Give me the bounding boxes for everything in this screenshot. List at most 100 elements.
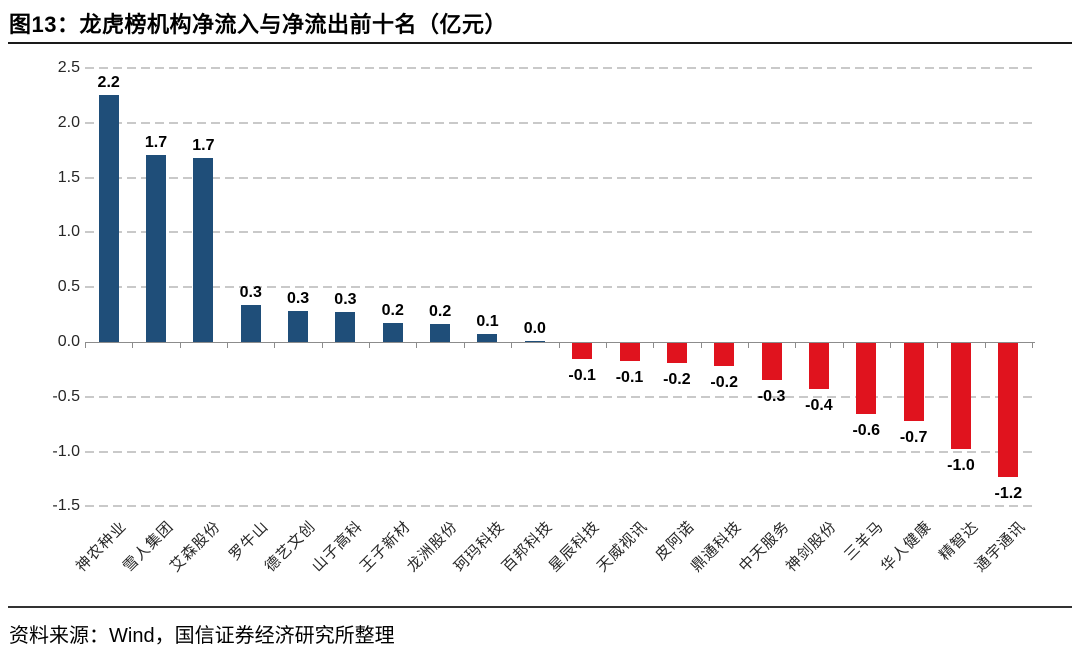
x-axis-tickmark xyxy=(85,343,86,348)
x-category-label: 通宇通讯 xyxy=(972,518,1030,576)
x-axis-tickmark xyxy=(416,343,418,348)
x-axis-tickmark xyxy=(937,343,939,348)
bar-value-label: 1.7 xyxy=(144,133,168,151)
x-axis-tickmark xyxy=(227,343,229,348)
bar-value-label: -1.0 xyxy=(947,457,975,475)
x-category-label: 珂玛科技 xyxy=(451,518,509,576)
x-category-label: 雪人集团 xyxy=(119,518,178,576)
negative-bar xyxy=(714,343,735,367)
negative-bar xyxy=(666,343,687,363)
x-axis-tickmark xyxy=(700,343,702,348)
bar-value-label: 0.3 xyxy=(239,283,262,301)
x-axis-tickmark xyxy=(747,343,749,348)
x-category-label: 龙洲股份 xyxy=(403,518,462,576)
x-axis-tickmark xyxy=(889,343,891,348)
x-category-label: 山子高科 xyxy=(309,518,367,576)
x-axis-tickmark xyxy=(653,343,655,348)
x-axis-tickmark xyxy=(132,343,134,348)
y-axis-tick-label: -0.5 xyxy=(52,387,80,405)
x-axis-tickmark xyxy=(558,343,560,348)
x-category-label: 德艺文创 xyxy=(261,518,320,576)
x-axis-tickmark xyxy=(1032,343,1033,348)
y-axis-tick-label: 0.0 xyxy=(57,333,80,350)
x-category-label: 神剑股份 xyxy=(782,518,840,576)
gridline xyxy=(85,395,1032,398)
bar-value-label: -1.2 xyxy=(994,484,1023,502)
y-axis-tick-label: 2.5 xyxy=(57,59,80,76)
x-axis-tickmark xyxy=(179,343,181,348)
bar-value-label: -0.1 xyxy=(615,368,644,386)
x-category-label: 天威视讯 xyxy=(593,518,651,576)
x-category-label: 艾森股份 xyxy=(167,518,225,576)
gridline xyxy=(85,176,1032,179)
y-axis-tick-label: 1.5 xyxy=(57,168,80,186)
x-axis-tickmark xyxy=(321,343,323,348)
footer-rule xyxy=(8,606,1072,608)
positive-bar xyxy=(193,157,214,342)
gridline xyxy=(85,231,1032,234)
bar-value-label: -0.1 xyxy=(568,367,596,385)
bar-value-label: 0.2 xyxy=(429,303,452,321)
source-note: 资料来源：Wind，国信证券经济研究所整理 xyxy=(9,625,395,647)
x-category-label: 王子新材 xyxy=(356,518,414,576)
bar-value-label: 0.3 xyxy=(334,291,357,309)
bar-value-label: -0.3 xyxy=(757,388,786,406)
gridline xyxy=(85,286,1032,289)
x-category-label: 三羊马 xyxy=(841,518,888,564)
negative-bar xyxy=(856,343,877,415)
y-axis-tick-label: 1.0 xyxy=(57,223,80,241)
negative-bar xyxy=(619,343,640,361)
gridline xyxy=(85,67,1032,69)
bar-value-label: 1.7 xyxy=(192,136,215,154)
bar-value-label: 0.3 xyxy=(286,290,310,308)
positive-bar xyxy=(477,334,498,342)
x-category-label: 百邦科技 xyxy=(498,518,556,576)
bar-value-label: -0.2 xyxy=(663,370,691,388)
x-axis-tickmark xyxy=(463,343,465,348)
positive-bar xyxy=(146,154,167,342)
negative-bar xyxy=(808,343,829,390)
x-axis-tickmark xyxy=(369,343,371,348)
x-axis-tickmark xyxy=(984,343,986,348)
gridline xyxy=(85,450,1032,453)
gridline xyxy=(85,121,1032,124)
negative-bar xyxy=(998,343,1019,477)
negative-bar xyxy=(903,343,924,421)
bar-value-label: 0.1 xyxy=(476,313,499,331)
y-axis-tick-label: 0.5 xyxy=(57,278,80,296)
figure-title: 图13：龙虎榜机构净流入与净流出前十名（亿元） xyxy=(9,12,507,37)
positive-bar xyxy=(382,323,403,342)
bar-value-label: 2.2 xyxy=(97,74,120,92)
x-axis-line xyxy=(85,342,1035,343)
x-category-label: 中天服务 xyxy=(735,518,793,576)
bar-value-label: -0.7 xyxy=(899,428,928,446)
x-category-label: 皮阿诺 xyxy=(651,518,698,564)
x-category-label: 星辰科技 xyxy=(545,518,604,576)
positive-bar xyxy=(240,304,261,342)
x-axis-tickmark xyxy=(842,343,844,348)
title-rule xyxy=(8,42,1072,44)
x-category-label: 华人健康 xyxy=(877,518,935,576)
x-category-label: 精智达 xyxy=(936,518,983,564)
positive-bar xyxy=(524,340,545,342)
bar-value-label: 0.2 xyxy=(381,302,404,320)
negative-bar xyxy=(950,343,971,450)
positive-bar xyxy=(288,311,309,342)
negative-bar xyxy=(572,343,593,360)
x-axis-tickmark xyxy=(605,343,607,348)
y-axis-tick-label: -1.0 xyxy=(52,442,80,460)
positive-bar xyxy=(430,324,451,342)
x-category-label: 罗牛山 xyxy=(225,518,272,564)
bar-value-label: -0.6 xyxy=(852,422,881,440)
x-axis-tickmark xyxy=(795,343,797,348)
x-category-label: 鼎通科技 xyxy=(687,518,746,576)
x-category-label: 神农种业 xyxy=(72,518,130,576)
bar-value-label: -0.2 xyxy=(710,374,738,392)
bar-value-label: -0.4 xyxy=(805,397,833,415)
x-axis-tickmark xyxy=(511,343,513,348)
negative-bar xyxy=(761,343,782,381)
x-axis-tickmark xyxy=(274,343,276,348)
gridline xyxy=(85,505,1032,508)
